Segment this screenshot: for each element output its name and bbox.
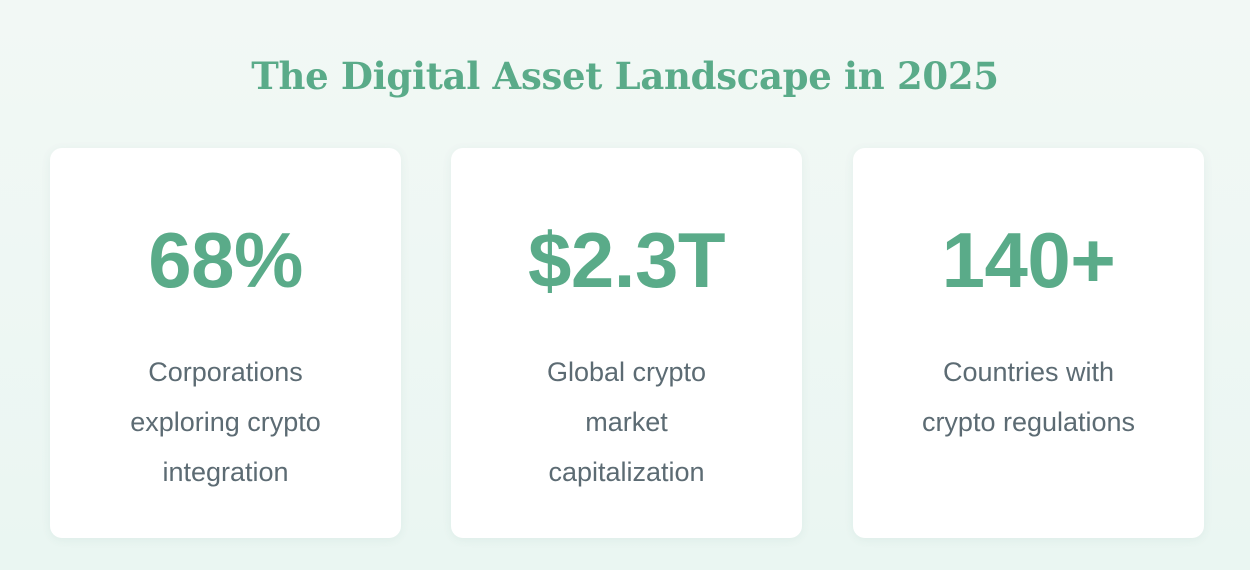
stats-grid: 68% Corporations exploring crypto integr… bbox=[50, 148, 1204, 538]
stat-label: Global crypto market capitalization bbox=[546, 357, 707, 487]
stat-value: $2.3T bbox=[528, 216, 725, 304]
stat-label: Corporations exploring crypto integratio… bbox=[130, 357, 321, 487]
stat-card-countries: 140+ Countries with crypto regulations bbox=[853, 148, 1204, 538]
stat-label: Countries with crypto regulations bbox=[921, 357, 1136, 437]
stat-value: 68% bbox=[148, 216, 303, 304]
stat-card-corporations: 68% Corporations exploring crypto integr… bbox=[50, 148, 401, 538]
page-title: The Digital Asset Landscape in 2025 bbox=[251, 54, 999, 98]
stat-value: 140+ bbox=[941, 216, 1116, 304]
stat-card-market-cap: $2.3T Global crypto market capitalizatio… bbox=[451, 148, 802, 538]
